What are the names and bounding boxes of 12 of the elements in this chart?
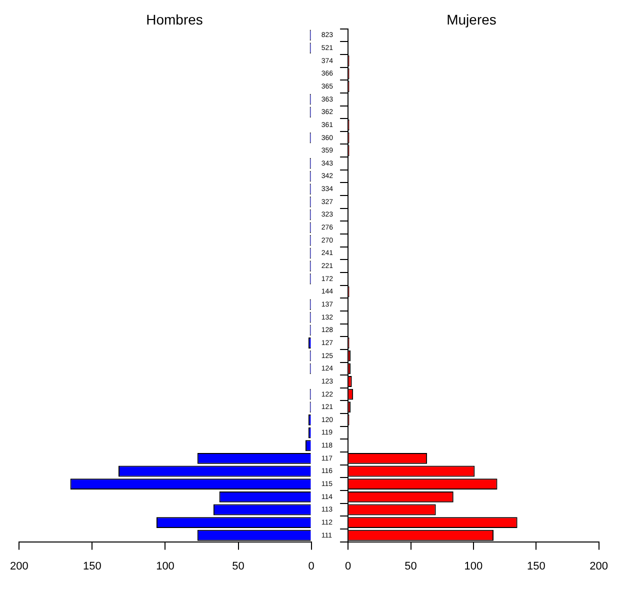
x-tick-label: 0 bbox=[344, 560, 352, 572]
x-tick-label: 50 bbox=[232, 560, 244, 572]
x-tick-label: 0 bbox=[308, 560, 314, 572]
x-tick-label: 150 bbox=[83, 560, 102, 572]
x-tick-label: 150 bbox=[526, 560, 546, 572]
x-tick-label: 100 bbox=[464, 560, 483, 572]
chart-title: Mujeres bbox=[446, 11, 496, 28]
chart-title: Hombres bbox=[146, 11, 203, 28]
x-tick-label: 50 bbox=[404, 560, 417, 572]
x-tick-label: 200 bbox=[590, 560, 608, 572]
x-tick-label: 100 bbox=[156, 560, 174, 572]
x-tick-label: 200 bbox=[10, 560, 28, 572]
